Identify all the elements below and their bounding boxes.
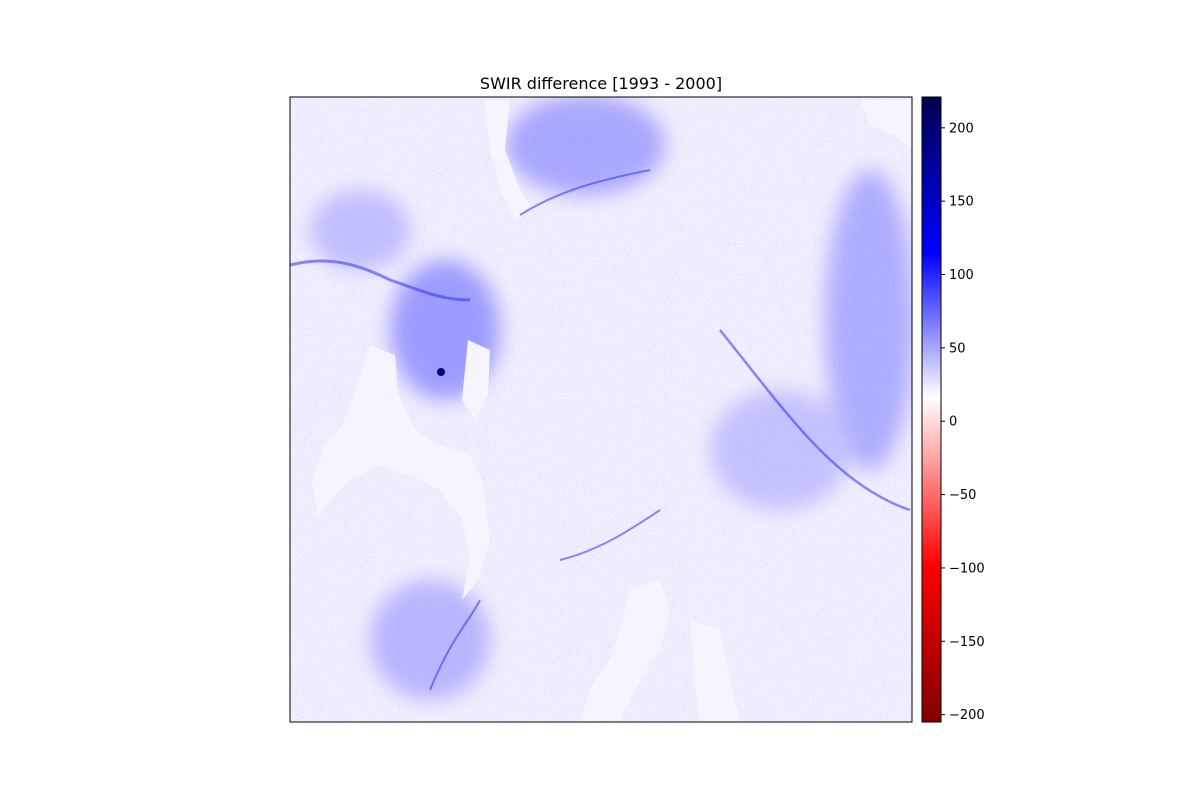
colorbar-gradient bbox=[921, 96, 942, 723]
colorbar-tick-label: 0 bbox=[949, 415, 957, 430]
colorbar-tick-label: 100 bbox=[949, 268, 974, 283]
colorbar-tick-label: 50 bbox=[949, 341, 966, 356]
colorbar: 200 150 100 50 0 −50 −100 −150 −200 bbox=[921, 96, 985, 723]
colorbar-tick-label: −100 bbox=[949, 561, 985, 576]
heatmap-image bbox=[290, 97, 912, 722]
colorbar-tick-label: −150 bbox=[949, 635, 985, 650]
chart-title: SWIR difference [1993 - 2000] bbox=[480, 74, 722, 93]
colorbar-tick-label: −200 bbox=[949, 708, 985, 723]
plot-frame bbox=[289, 96, 913, 723]
colorbar-ticks: 200 150 100 50 0 −50 −100 −150 −200 bbox=[941, 121, 985, 723]
colorbar-tick-label: −50 bbox=[949, 488, 976, 503]
colorbar-tick-label: 150 bbox=[949, 195, 974, 210]
colorbar-tick-label: 200 bbox=[949, 121, 974, 136]
